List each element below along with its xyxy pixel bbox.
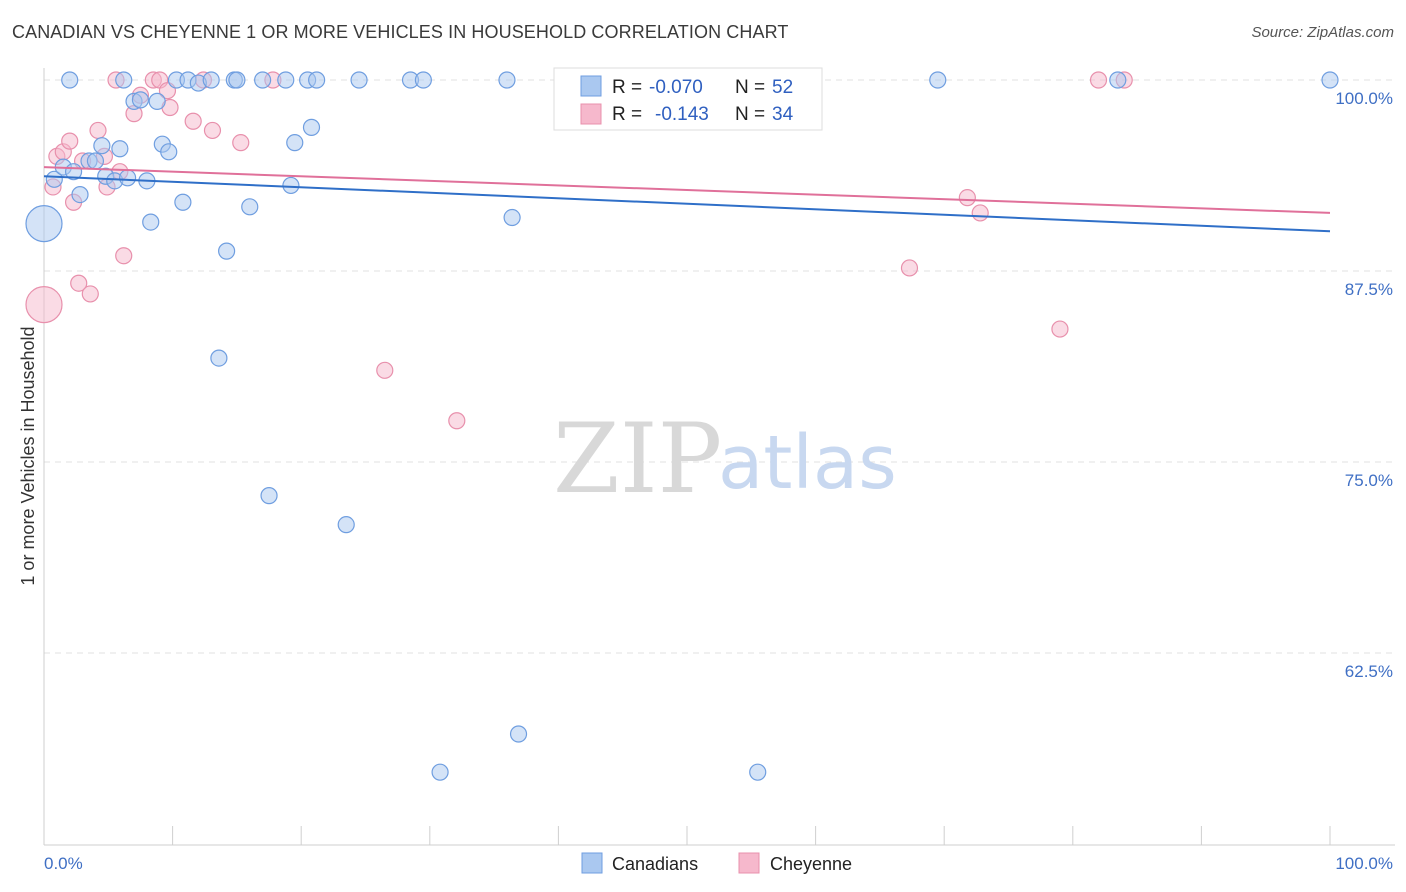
canadians-point — [302, 118, 321, 136]
legend-r-value-cheyenne: -0.143 — [655, 104, 709, 125]
legend-n-value-canadians: 52 — [772, 77, 793, 98]
cheyenne-point — [958, 189, 976, 207]
canadians-point — [228, 71, 246, 89]
canadians-point — [1109, 71, 1127, 89]
cheyenne-point — [1051, 320, 1069, 338]
canadians-point — [1321, 71, 1339, 89]
canadians-point — [277, 71, 295, 89]
canadians-point — [308, 71, 326, 89]
cheyenne-point — [900, 259, 919, 277]
axes — [43, 68, 1395, 846]
canadians-point — [45, 170, 63, 188]
cheyenne-point — [61, 132, 79, 150]
canadians-point — [131, 91, 150, 109]
legend-swatch-cheyenne — [580, 103, 602, 125]
y-tick-label: 62.5% — [1345, 662, 1393, 681]
canadians-trend-line — [43, 175, 1331, 233]
bottom-legend-swatch-canadians — [581, 852, 603, 874]
legend-r-value-canadians: -0.070 — [649, 77, 703, 98]
bottom-legend-canadians: Canadians — [612, 854, 698, 874]
chart-title: CANADIAN VS CHEYENNE 1 OR MORE VEHICLES … — [12, 22, 789, 42]
legend-n-value-cheyenne: 34 — [772, 104, 794, 125]
x-tick-label-min: 0.0% — [44, 854, 83, 873]
canadians-point — [509, 725, 528, 743]
canadians-point — [210, 349, 228, 367]
canadians-point — [503, 208, 521, 227]
cheyenne-point — [376, 361, 394, 379]
canadians-point — [111, 140, 129, 158]
cheyenne-point — [971, 204, 989, 222]
canadians-point — [174, 193, 192, 211]
watermark-zip: ZIP — [553, 403, 722, 515]
legend-n-label-cheyenne: N = — [735, 104, 765, 125]
gridlines — [44, 79, 1395, 654]
canadians-point — [25, 205, 63, 243]
canadians-point — [71, 186, 89, 204]
bottom-legend-swatch-cheyenne — [738, 852, 760, 874]
canadians-point — [286, 134, 304, 152]
canadians-point — [202, 71, 220, 89]
canadians-point — [160, 143, 178, 161]
canadians-point — [93, 137, 111, 155]
source-credit: Source: ZipAtlas.com — [1251, 24, 1394, 41]
bottom-legend-cheyenne: Cheyenne — [770, 854, 852, 874]
canadians-point — [218, 242, 236, 260]
cheyenne-point — [184, 112, 202, 130]
x-axis-ticks — [43, 826, 1331, 845]
canadians-point — [118, 169, 137, 187]
canadians-point — [282, 176, 300, 195]
canadians-point — [254, 71, 272, 89]
cheyenne-point — [70, 274, 88, 292]
cheyenne-point — [232, 134, 250, 152]
canadians-point — [142, 213, 160, 231]
canadians-point — [414, 71, 432, 89]
canadians-point — [260, 487, 278, 505]
x-tick-label-max: 100.0% — [1335, 854, 1393, 873]
cheyenne-point — [89, 121, 107, 140]
canadians-point — [86, 152, 105, 170]
legend-n-label-canadians: N = — [735, 77, 765, 98]
legend-r-label-canadians: R = — [612, 77, 642, 98]
legend-swatch-canadians — [580, 75, 602, 97]
y-tick-label: 87.5% — [1345, 280, 1393, 299]
watermark-atlas: atlas — [718, 420, 897, 506]
y-tick-label: 100.0% — [1335, 89, 1393, 108]
canadians-point — [749, 763, 767, 781]
canadians-point — [337, 516, 355, 534]
y-axis-tick-labels: 62.5% 75.0% 87.5% 100.0% — [1335, 89, 1393, 681]
canadians-point — [148, 92, 166, 110]
legend-r-label-cheyenne: R = — [612, 104, 642, 125]
canadians-point — [350, 71, 368, 89]
canadians-point — [929, 71, 947, 89]
cheyenne-trend-line — [43, 166, 1331, 214]
stats-legend: R = -0.070 N = 52 R = -0.143 N = 34 — [553, 67, 823, 131]
series-legend: Canadians Cheyenne — [581, 852, 852, 874]
canadians-point — [115, 71, 133, 89]
canadians-point — [431, 763, 449, 781]
canadians-point — [241, 198, 259, 216]
cheyenne-point — [25, 286, 63, 324]
trend-lines — [43, 166, 1331, 233]
y-axis-title: 1 or more Vehicles in Household — [18, 326, 38, 585]
canadians-point — [61, 71, 79, 89]
cheyenne-point — [203, 121, 222, 140]
canadians-point — [498, 71, 516, 89]
cheyenne-point — [115, 247, 133, 265]
y-tick-label: 75.0% — [1345, 471, 1393, 490]
cheyenne-point — [81, 285, 99, 303]
cheyenne-point — [448, 412, 466, 430]
cheyenne-point — [1089, 71, 1108, 89]
